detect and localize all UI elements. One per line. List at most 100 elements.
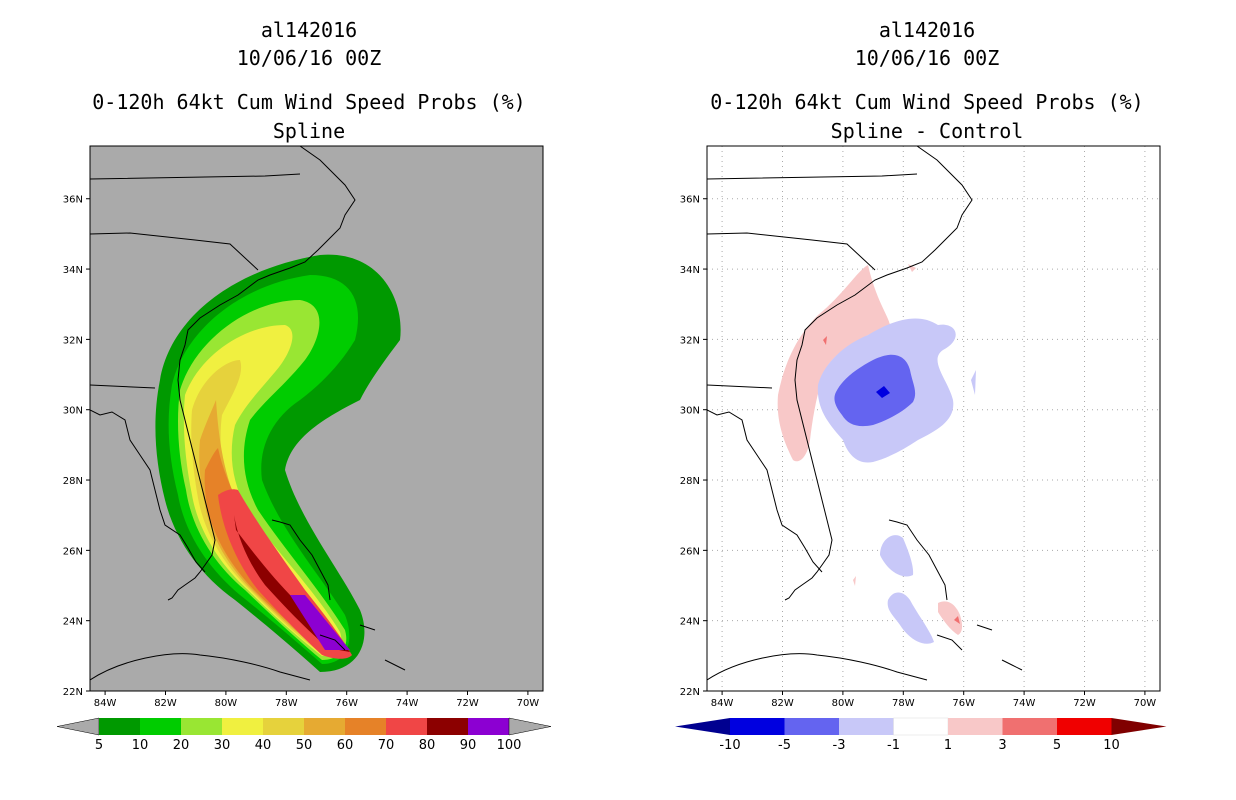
left-colorbar: 5 10 20 30 40 50 60 70 80 90 100 — [56, 717, 552, 753]
left-panel: al142016 10/06/16 00Z 0-120h 64kt Cum Wi… — [56, 18, 552, 753]
right-difference-field — [777, 264, 976, 644]
diff-negative-south2 — [887, 592, 934, 644]
diff-positive-south — [938, 601, 963, 635]
left-colorbar-label: 60 — [337, 738, 354, 753]
left-map-frame — [89, 145, 544, 692]
left-title: 0-120h 64kt Cum Wind Speed Probs (%) — [92, 90, 526, 114]
left-lat-label: 34N — [63, 265, 83, 276]
prob-90 — [290, 595, 350, 650]
left-colorbar-box — [386, 718, 427, 735]
right-lon-label: 80W — [832, 698, 855, 709]
left-colorbar-label: 20 — [173, 738, 190, 753]
left-lon-label: 74W — [396, 698, 419, 709]
right-lon-label: 70W — [1134, 698, 1157, 709]
left-lon-label: 84W — [94, 698, 117, 709]
diff-negative-east — [971, 370, 976, 395]
left-date: 10/06/16 00Z — [236, 46, 382, 70]
left-lat-label: 22N — [63, 687, 83, 698]
left-lon-label: 82W — [154, 698, 177, 709]
right-lon-label: 74W — [1013, 698, 1036, 709]
right-colorbar-high-triangle — [1111, 718, 1167, 735]
diff-negative-south1 — [880, 535, 914, 577]
left-colorbar-box — [99, 718, 140, 735]
left-lat-label: 24N — [63, 617, 83, 628]
diff-negative-mid — [834, 354, 916, 427]
right-date: 10/06/16 00Z — [854, 46, 1000, 70]
right-map: 84W 82W 80W 78W 76W 74W 72W 70W 22N 24N 26N 28N 30N 3… — [675, 145, 1167, 753]
right-colorbar-box — [893, 717, 949, 736]
right-colorbar-box — [1002, 718, 1057, 735]
left-colorbar-box — [222, 718, 263, 735]
right-lat-label: 34N — [680, 265, 700, 276]
left-colorbar-high-triangle — [508, 717, 552, 736]
right-lat-label: 36N — [680, 195, 700, 206]
left-lon-label: 70W — [517, 698, 540, 709]
right-colorbar-label: -1 — [887, 738, 900, 753]
right-lon-label: 76W — [952, 698, 975, 709]
left-lat-label: 26N — [63, 546, 83, 557]
right-subtitle: Spline - Control — [830, 119, 1024, 143]
left-colorbar-label: 5 — [95, 738, 103, 753]
diff-positive-coast — [777, 265, 890, 462]
right-axis-ticks: 84W 82W 80W 78W 76W 74W 72W 70W 22N 24N 26N 28N 30N 3… — [680, 195, 1157, 709]
right-lat-label: 30N — [680, 406, 700, 417]
diff-positive-mid — [823, 336, 827, 345]
left-probability-field — [155, 254, 401, 673]
right-panel: al142016 10/06/16 00Z 0-120h 64kt Cum Wi… — [618, 0, 1236, 800]
right-title: 0-120h 64kt Cum Wind Speed Probs (%) — [710, 90, 1144, 114]
left-storm-id: al142016 — [260, 18, 358, 42]
left-colorbar-box — [304, 718, 345, 735]
left-colorbar-label: 10 — [132, 738, 149, 753]
left-lat-label: 36N — [63, 195, 83, 206]
right-lat-label: 28N — [680, 476, 700, 487]
right-storm-id: al142016 — [878, 18, 976, 42]
left-lon-label: 72W — [456, 698, 479, 709]
left-axis-ticks: 84W 82W 80W 78W 76W 74W 72W 70W 22N 24N 26N 28N 30N 3… — [63, 195, 540, 709]
right-colorbar-low-triangle — [675, 718, 730, 735]
right-colorbar: -10 -5 -3 -1 1 3 5 10 — [675, 717, 1167, 753]
left-lat-label: 32N — [63, 335, 83, 346]
left-colorbar-box — [140, 718, 181, 735]
left-colorbar-label: 50 — [296, 738, 313, 753]
diff-positive-small — [908, 264, 916, 272]
right-lat-label: 22N — [680, 687, 700, 698]
left-colorbar-label: 70 — [378, 738, 395, 753]
left-colorbar-box — [345, 718, 386, 735]
left-colorbar-label: 80 — [419, 738, 436, 753]
left-colorbar-label: 40 — [255, 738, 272, 753]
left-lon-label: 80W — [215, 698, 238, 709]
right-lon-label: 78W — [892, 698, 915, 709]
right-map-frame — [706, 145, 1161, 692]
left-lon-label: 76W — [335, 698, 358, 709]
right-colorbar-box — [784, 718, 839, 735]
diff-positive-south-core — [954, 616, 960, 624]
right-lon-label: 84W — [711, 698, 734, 709]
right-lat-label: 26N — [680, 546, 700, 557]
left-lat-label: 28N — [63, 476, 83, 487]
left-colorbar-box — [263, 718, 304, 735]
left-colorbar-label: 90 — [460, 738, 477, 753]
right-colorbar-label: -5 — [778, 738, 791, 753]
right-lon-label: 82W — [771, 698, 794, 709]
left-colorbar-box — [181, 718, 222, 735]
left-colorbar-low-triangle — [56, 717, 100, 736]
right-colorbar-box — [948, 718, 1003, 735]
left-subtitle: Spline — [272, 119, 346, 143]
right-colorbar-box — [730, 718, 785, 735]
right-colorbar-label: -10 — [719, 738, 740, 753]
right-colorbar-box — [1057, 718, 1112, 735]
left-coastline — [90, 146, 406, 681]
right-colorbar-label: 10 — [1103, 738, 1120, 753]
left-colorbar-label: 30 — [214, 738, 231, 753]
left-lon-label: 78W — [275, 698, 298, 709]
right-colorbar-label: 3 — [998, 738, 1006, 753]
right-colorbar-box — [839, 718, 894, 735]
right-colorbar-label: 5 — [1053, 738, 1061, 753]
diff-negative-core — [876, 386, 890, 398]
right-colorbar-label: -3 — [833, 738, 846, 753]
left-colorbar-label: 100 — [497, 738, 522, 753]
left-colorbar-box — [427, 718, 468, 735]
diff-positive-dot — [853, 576, 856, 586]
right-lat-label: 32N — [680, 335, 700, 346]
right-coastline — [707, 146, 1023, 681]
